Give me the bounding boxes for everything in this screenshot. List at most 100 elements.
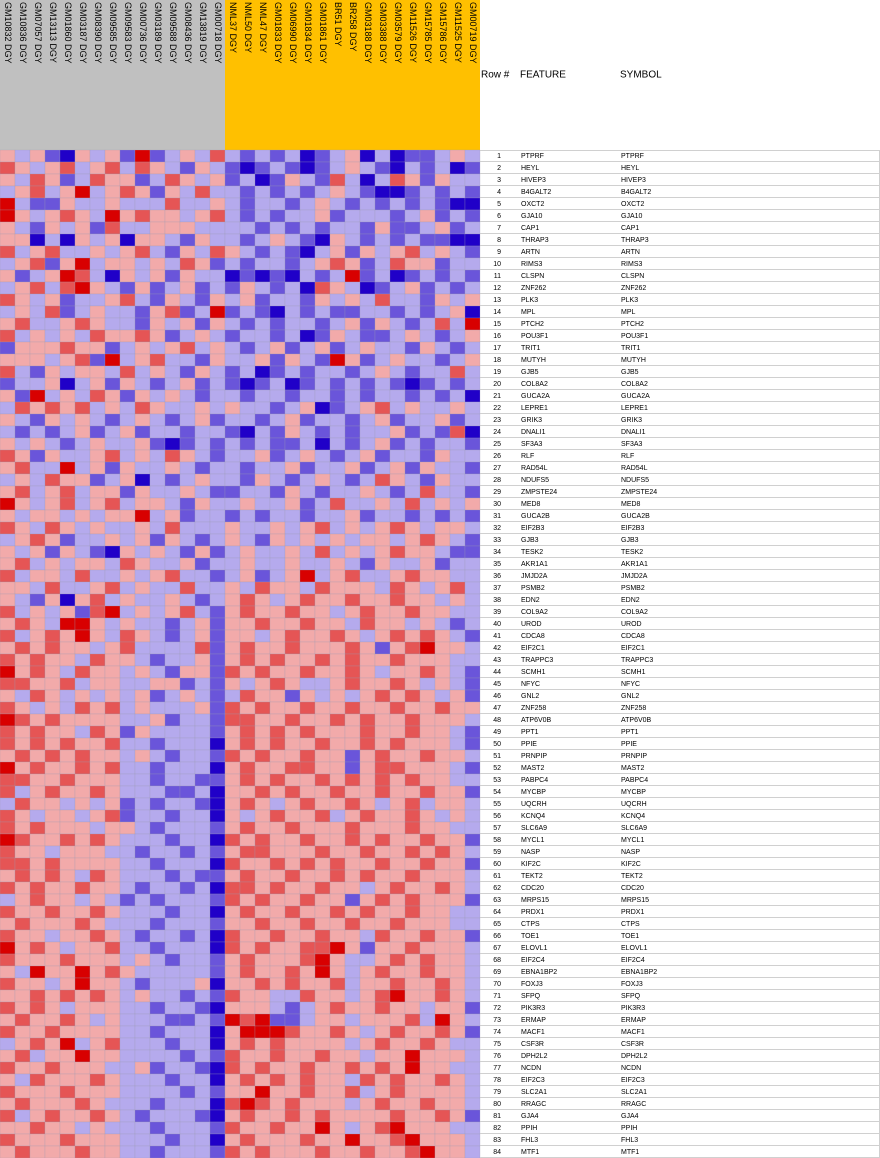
heatmap-cell bbox=[314, 713, 331, 727]
heatmap-cell bbox=[149, 461, 166, 475]
heatmap-cell bbox=[14, 509, 31, 523]
symbol: AKR1A1 bbox=[621, 561, 648, 568]
heatmap-cell bbox=[119, 1001, 136, 1015]
heatmap-cell bbox=[314, 641, 331, 655]
heatmap-cell bbox=[314, 1049, 331, 1063]
heatmap-cell bbox=[0, 761, 16, 775]
heatmap-cell bbox=[359, 1145, 376, 1158]
symbol: DNALI1 bbox=[621, 429, 646, 436]
feature: CTPS bbox=[521, 921, 540, 928]
heatmap-cell bbox=[164, 1121, 181, 1135]
heatmap-cell bbox=[104, 485, 121, 499]
row-number: 70 bbox=[493, 981, 501, 988]
heatmap-cell bbox=[209, 485, 226, 499]
heatmap-cell bbox=[164, 737, 181, 751]
heatmap-cell bbox=[14, 749, 31, 763]
symbol: CDCA8 bbox=[621, 633, 645, 640]
heatmap-cell bbox=[14, 677, 31, 691]
heatmap-cell bbox=[209, 317, 226, 331]
heatmap-cell bbox=[194, 329, 211, 343]
heatmap-cell bbox=[44, 161, 61, 175]
heatmap-cell bbox=[299, 677, 316, 691]
symbol: GNL2 bbox=[621, 693, 639, 700]
heatmap-cell bbox=[149, 605, 166, 619]
heatmap-cell bbox=[404, 905, 421, 919]
heatmap-cell bbox=[29, 749, 46, 763]
heatmap-cell bbox=[179, 377, 196, 391]
heatmap-cell bbox=[89, 413, 106, 427]
heatmap-cell bbox=[269, 437, 286, 451]
heatmap-cell bbox=[194, 677, 211, 691]
heatmap-cell bbox=[314, 809, 331, 823]
heatmap-cell bbox=[419, 245, 436, 259]
heatmap-cell bbox=[89, 797, 106, 811]
heatmap-cell bbox=[29, 581, 46, 595]
heatmap-cell bbox=[239, 809, 256, 823]
heatmap-cell bbox=[59, 641, 76, 655]
heatmap-cell bbox=[179, 725, 196, 739]
heatmap-cell bbox=[0, 1013, 16, 1027]
heatmap-cell bbox=[314, 1061, 331, 1075]
heatmap-cell bbox=[389, 533, 406, 547]
heatmap-cell bbox=[329, 1037, 346, 1051]
heatmap-cell bbox=[269, 773, 286, 787]
heatmap-cell bbox=[29, 149, 46, 163]
heatmap-cell bbox=[314, 1025, 331, 1039]
heatmap-cell bbox=[449, 329, 466, 343]
symbol: GJA10 bbox=[621, 213, 643, 220]
feature: SF3A3 bbox=[521, 441, 543, 448]
heatmap-cell bbox=[404, 245, 421, 259]
column-label: BR51 DGY bbox=[333, 2, 343, 47]
heatmap-cell bbox=[329, 497, 346, 511]
heatmap-cell bbox=[434, 329, 451, 343]
heatmap-cell bbox=[344, 713, 361, 727]
column-header bbox=[150, 0, 165, 150]
heatmap-cell bbox=[44, 641, 61, 655]
symbol: ZMPSTE24 bbox=[621, 489, 657, 496]
heatmap-cell bbox=[104, 773, 121, 787]
heatmap-cell bbox=[434, 1001, 451, 1015]
heatmap-cell bbox=[179, 245, 196, 259]
column-label: GM03189 DGY bbox=[153, 2, 163, 64]
feature: RRAGC bbox=[521, 1101, 546, 1108]
heatmap-cell bbox=[224, 293, 241, 307]
heatmap-cell bbox=[284, 233, 301, 247]
heatmap-cell bbox=[434, 1073, 451, 1087]
heatmap-cell bbox=[149, 941, 166, 955]
heatmap-cell bbox=[359, 677, 376, 691]
heatmap-cell bbox=[329, 713, 346, 727]
heatmap-cell bbox=[179, 629, 196, 643]
feature: PTCH2 bbox=[521, 321, 544, 328]
heatmap-cell bbox=[14, 893, 31, 907]
heatmap-cell bbox=[374, 821, 391, 835]
heatmap-cell bbox=[449, 233, 466, 247]
heatmap-cell bbox=[284, 269, 301, 283]
heatmap-cell bbox=[359, 305, 376, 319]
symbol: EIF2B3 bbox=[621, 525, 644, 532]
heatmap-cell bbox=[239, 713, 256, 727]
heatmap-cell bbox=[134, 725, 151, 739]
heatmap-cell bbox=[299, 617, 316, 631]
heatmap-cell bbox=[254, 1061, 271, 1075]
heatmap-cell bbox=[464, 689, 481, 703]
heatmap-cell bbox=[449, 161, 466, 175]
heatmap-cell bbox=[164, 185, 181, 199]
heatmap-cell bbox=[314, 977, 331, 991]
heatmap-cell bbox=[44, 209, 61, 223]
heatmap-cell bbox=[149, 293, 166, 307]
symbol: SF3A3 bbox=[621, 441, 643, 448]
heatmap-cell bbox=[314, 389, 331, 403]
heatmap-cell bbox=[89, 185, 106, 199]
heatmap-cell bbox=[254, 449, 271, 463]
heatmap-cell bbox=[434, 761, 451, 775]
heatmap-cell bbox=[149, 1037, 166, 1051]
heatmap-cell bbox=[209, 857, 226, 871]
heatmap-cell bbox=[389, 629, 406, 643]
row-number: 63 bbox=[493, 897, 501, 904]
heatmap-cell bbox=[419, 821, 436, 835]
heatmap-cell bbox=[194, 185, 211, 199]
heatmap-cell bbox=[104, 413, 121, 427]
heatmap-cell bbox=[284, 941, 301, 955]
heatmap-cell bbox=[14, 725, 31, 739]
heatmap-cell bbox=[419, 329, 436, 343]
